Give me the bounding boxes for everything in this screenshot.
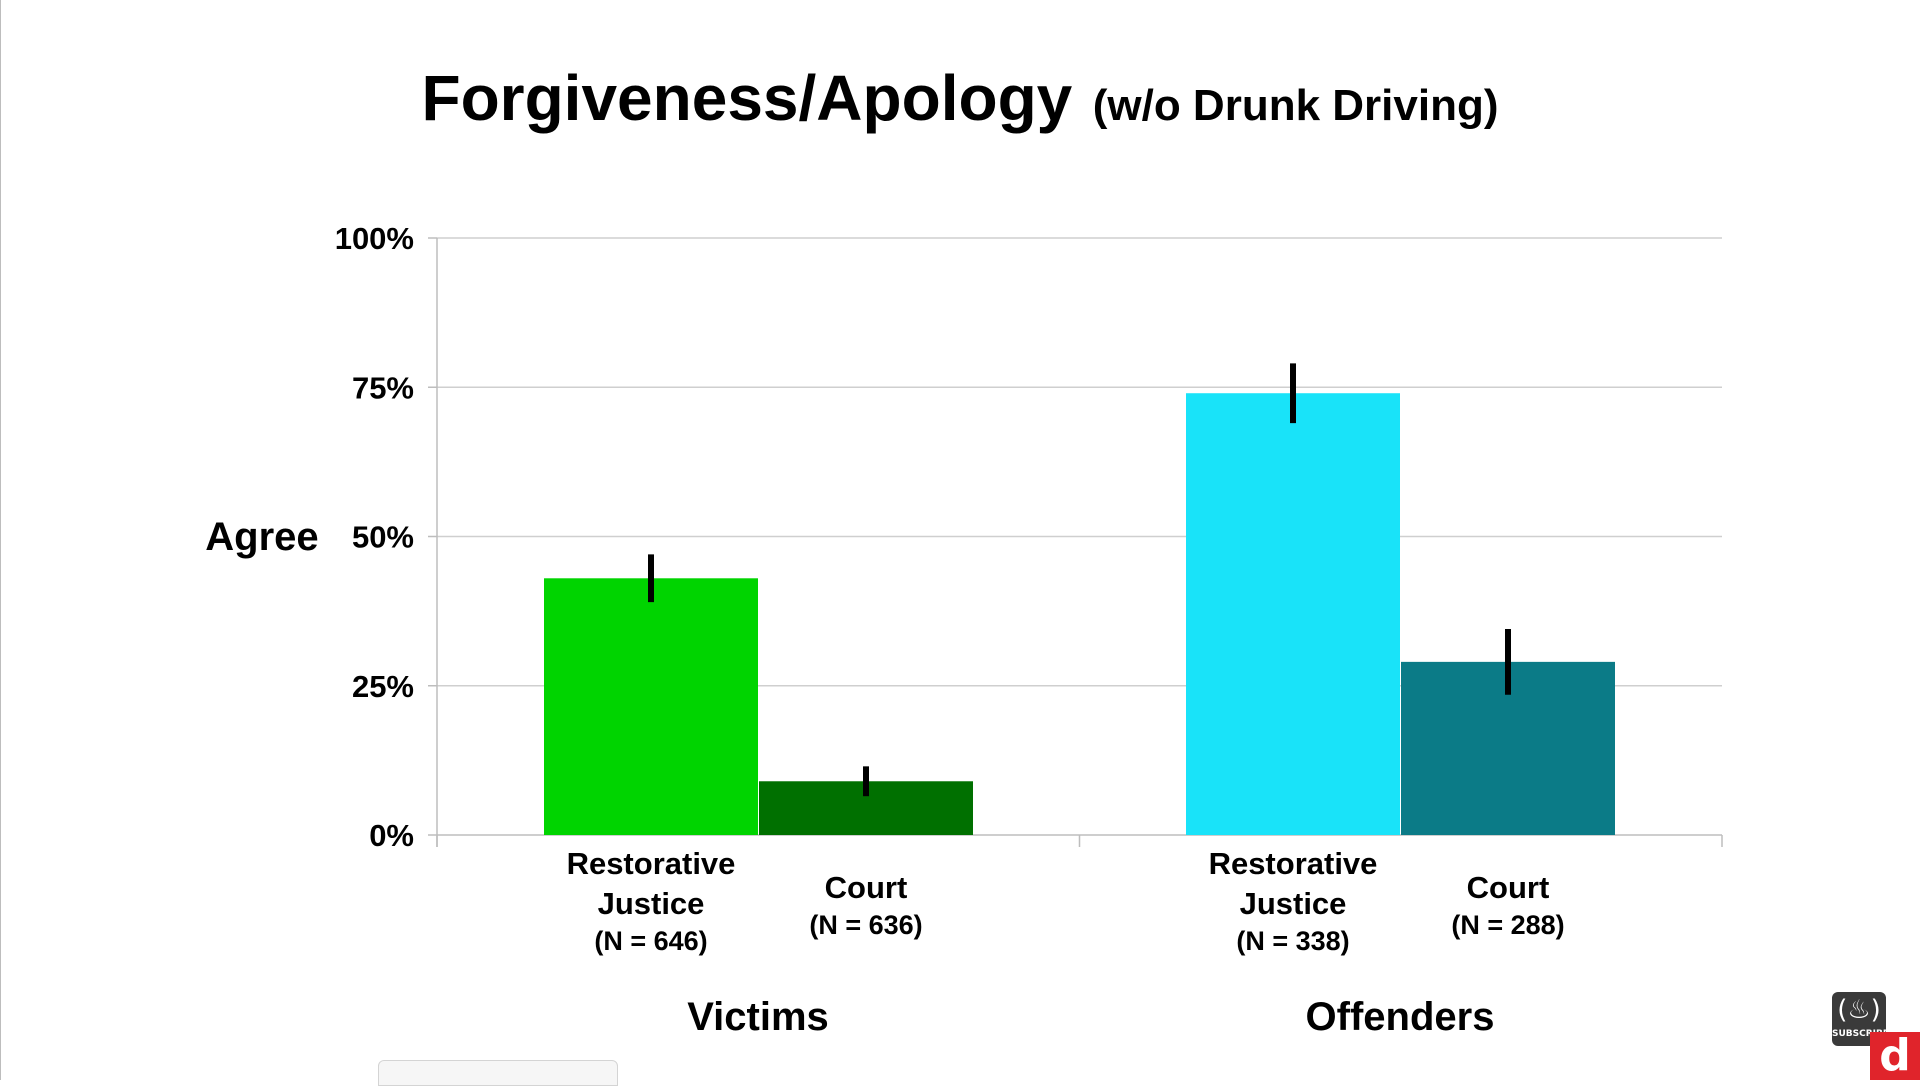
chart-subtitle: (w/o Drunk Driving) xyxy=(1093,81,1499,130)
subscribe-label: SUBSCRIBE xyxy=(1832,1029,1890,1039)
category-label: Court xyxy=(825,870,908,905)
y-axis-label: Agree xyxy=(205,515,318,559)
flame-icon: (♨) xyxy=(1837,995,1881,1025)
group-label: Offenders xyxy=(1306,995,1495,1039)
frame-edge xyxy=(0,0,1,1080)
bar xyxy=(544,578,758,835)
category-label: Court xyxy=(1467,870,1550,905)
bar xyxy=(1186,393,1400,835)
chart-title: Forgiveness/Apology (w/o Drunk Driving) xyxy=(421,62,1498,134)
category-label: Restorative xyxy=(1209,846,1378,881)
channel-logo: d xyxy=(1870,1032,1920,1080)
y-tick-label: 0% xyxy=(369,818,414,853)
y-tick-label: 75% xyxy=(352,370,414,405)
y-tick-label: 100% xyxy=(335,221,414,256)
sample-size-label: (N = 636) xyxy=(809,910,922,940)
category-labels: Restorative Justice (N = 646) Court (N = 636… xyxy=(567,846,1565,956)
category-label: Justice xyxy=(598,886,705,921)
y-tick-labels: 0% 25% 50% 75% 100% xyxy=(335,221,414,853)
error-bars xyxy=(648,363,1511,797)
sample-size-label: (N = 288) xyxy=(1451,910,1564,940)
y-tick-label: 50% xyxy=(352,520,414,555)
chart-title-main: Forgiveness/Apology xyxy=(421,62,1072,134)
sample-size-label: (N = 338) xyxy=(1236,926,1349,956)
bars xyxy=(544,393,1615,835)
sample-size-label: (N = 646) xyxy=(594,926,707,956)
browser-bottom-tab[interactable] xyxy=(378,1060,618,1086)
category-label: Justice xyxy=(1240,886,1347,921)
group-labels: Victims Offenders xyxy=(687,995,1494,1039)
category-label: Restorative xyxy=(567,846,736,881)
y-tick-label: 25% xyxy=(352,669,414,704)
group-label: Victims xyxy=(687,995,829,1039)
